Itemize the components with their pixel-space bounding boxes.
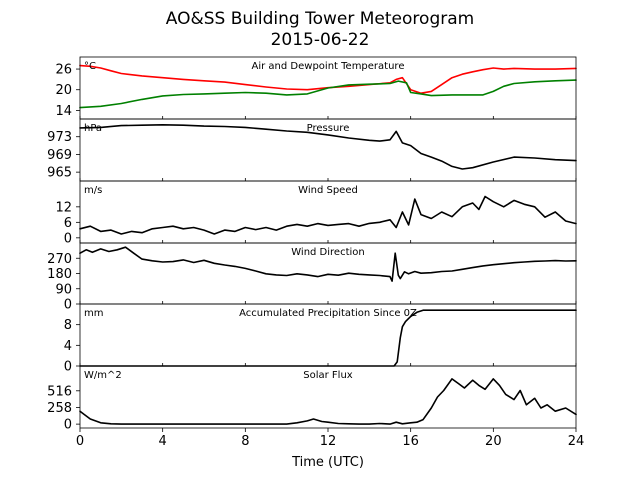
y-tick-label: 26 [55, 63, 72, 78]
x-tick-label: 24 [568, 434, 585, 449]
panel-unit: mm [84, 308, 103, 319]
y-tick-label: 270 [47, 252, 72, 267]
x-tick-label: 16 [402, 434, 419, 449]
panel-title: Air and Dewpoint Temperature [252, 61, 405, 72]
series-line-1 [79, 378, 577, 425]
y-tick-label: 12 [55, 200, 72, 215]
series-line-1 [79, 195, 577, 235]
y-tick-label: 0 [64, 418, 72, 433]
panel-title: Solar Flux [303, 370, 353, 381]
figure-title: AO&SS Building Tower Meteorogram [166, 9, 474, 29]
x-axis-label: Time (UTC) [291, 455, 364, 470]
y-tick-label: 516 [47, 384, 72, 399]
panel-unit: m/s [84, 185, 102, 196]
y-tick-label: 90 [55, 282, 72, 297]
x-tick-label: 12 [320, 434, 337, 449]
y-tick-label: 969 [47, 148, 72, 163]
panel-unit: hPa [84, 123, 102, 134]
y-tick-label: 20 [55, 83, 72, 98]
series-line-2 [79, 79, 577, 109]
panel-2: 965 969 973 hPa Pressure [47, 118, 577, 182]
x-axis: 0 4 8 12 16 20 24 [76, 428, 584, 449]
x-tick-label: 4 [159, 434, 167, 449]
x-tick-label: 8 [241, 434, 249, 449]
y-tick-label: 0 [64, 360, 72, 375]
figure-subtitle: 2015-06-22 [271, 30, 370, 50]
panel-title: Wind Direction [291, 247, 365, 258]
panel-unit: W/m^2 [84, 370, 122, 381]
panel-unit: °C [84, 61, 96, 72]
series-line-1 [79, 246, 577, 282]
x-tick-label: 20 [485, 434, 502, 449]
x-tick-label: 0 [76, 434, 84, 449]
y-tick-label: 8 [64, 318, 72, 333]
panel-title: Accumulated Precipitation Since 0Z [239, 308, 417, 319]
y-tick-label: 965 [47, 166, 72, 181]
y-tick-label: 258 [47, 401, 72, 416]
panel-title: Wind Speed [298, 185, 358, 196]
y-tick-label: 0 [64, 298, 72, 313]
y-tick-label: 6 [64, 216, 72, 231]
y-tick-label: 973 [47, 130, 72, 145]
y-tick-label: 0 [64, 231, 72, 246]
panel-1: 14 20 26 °C Air and Dewpoint Temperature [55, 56, 577, 120]
y-tick-label: 4 [64, 339, 72, 354]
y-tick-label: 180 [47, 267, 72, 282]
panel-title: Pressure [307, 123, 350, 134]
y-tick-label: 14 [55, 104, 72, 119]
series-line-1 [79, 124, 577, 170]
